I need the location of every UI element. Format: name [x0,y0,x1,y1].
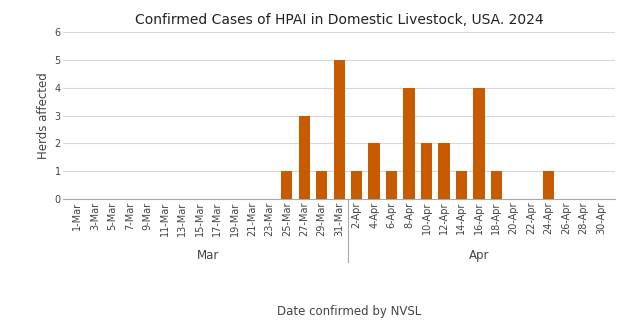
Bar [421,143,432,199]
Bar [473,88,484,199]
Bar [386,171,398,199]
Bar [491,171,502,199]
Bar [456,171,467,199]
Text: Mar: Mar [197,249,219,262]
Y-axis label: Herds affected: Herds affected [37,72,50,159]
Bar [316,171,327,199]
Bar [438,143,450,199]
Title: Confirmed Cases of HPAI in Domestic Livestock, USA. 2024: Confirmed Cases of HPAI in Domestic Live… [135,13,543,27]
Bar [281,171,292,199]
Bar [351,171,362,199]
Text: Date confirmed by NVSL: Date confirmed by NVSL [276,305,421,318]
Bar [333,60,345,199]
Bar [368,143,380,199]
Text: Apr: Apr [469,249,489,262]
Bar [543,171,554,199]
Bar [299,116,310,199]
Bar [403,88,415,199]
